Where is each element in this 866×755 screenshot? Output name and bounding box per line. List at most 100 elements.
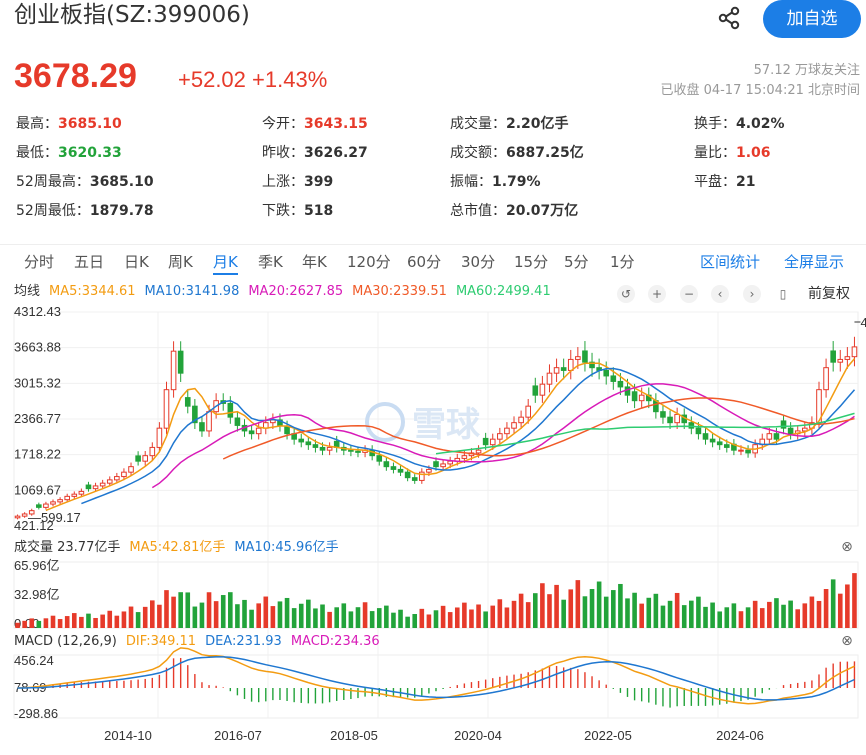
stat-item: 52周最低：1879.78 [16,201,154,221]
volume-bar [405,616,410,628]
volume-bar [781,604,786,628]
volume-bar [284,597,290,628]
share-icon[interactable] [717,6,743,30]
volume-bar [142,606,148,628]
candle [28,510,35,515]
volume-bar [696,596,701,628]
volume-bar [674,592,680,628]
candle [326,446,333,451]
volume-bar [511,600,517,628]
volume-bar [561,599,566,628]
x-tick-label: 2024-06 [716,728,764,743]
stat-item: 最低：3620.33 [16,143,122,163]
volume-bar [518,593,524,628]
candle [121,471,127,478]
candle [184,397,191,407]
tab-6[interactable]: 年K [302,253,327,271]
volume-bar [447,612,453,628]
undo-icon[interactable]: ↺ [617,285,635,303]
stat-label: 换手： [694,116,736,132]
stat-label: 量比： [694,145,736,161]
candle [149,446,156,457]
volume-bar [320,604,325,628]
volume-bar [476,604,481,628]
candle-type-icon[interactable]: ▯ [779,287,787,301]
candle [525,405,532,418]
candle [206,411,212,432]
tab-7[interactable]: 120分 [347,253,391,271]
low-annotation: —599.17 [28,510,81,525]
volume-bar [79,616,84,628]
tab-8[interactable]: 60分 [407,253,442,271]
price-change: +52.02 +1.43% [178,67,328,92]
volume-bar [462,602,467,628]
tab-1[interactable]: 五日 [74,253,105,271]
candle [177,350,184,374]
stat-label: 今开： [262,116,304,132]
volume-bar [164,590,169,628]
candle [709,438,716,443]
candle [50,501,56,505]
candle [794,430,801,435]
stat-item: 量比：1.06 [694,143,771,163]
candle [440,463,446,468]
volume-bar [86,613,91,628]
fullscreen-button[interactable]: 全屏显示 [784,253,845,271]
volume-bar [745,607,751,628]
volume-bar [64,616,70,628]
volume-bar [532,593,538,628]
chevron-left-icon[interactable]: ‹ [711,285,729,303]
candle [624,386,631,396]
volume-bar [547,594,552,628]
candle [589,361,595,369]
stat-label: 52周最低： [16,203,90,219]
candle [397,468,404,473]
tab-9[interactable]: 30分 [461,253,496,271]
tab-3[interactable]: 周K [168,253,193,271]
tab-11[interactable]: 5分 [564,253,589,271]
volume-bar [788,600,793,628]
candle [298,438,305,443]
volume-bar [646,597,652,628]
candle [596,367,602,371]
tab-2[interactable]: 日K [124,253,149,271]
candle [390,466,397,470]
y-tick-label: 2366.77 [14,411,61,426]
tab-0[interactable]: 分时 [24,253,55,271]
y-tick-label: 1718.22 [14,447,61,462]
stat-label: 上涨： [262,174,304,190]
close-volume-icon[interactable]: ⊗ [841,539,853,555]
close-macd-icon[interactable]: ⊗ [841,633,853,649]
macd-y-tick: 456.24 [14,653,54,668]
zoom-in-icon[interactable]: + [648,285,666,303]
volume-bar [270,606,276,628]
volume-bar [376,608,382,628]
candle [333,440,340,448]
volume-bar [767,601,772,628]
zoom-out-icon[interactable]: − [680,285,698,303]
volume-bar [228,592,233,628]
candle [787,427,794,435]
volume-y-tick: 65.96亿 [14,558,60,573]
chevron-right-icon[interactable]: › [743,285,761,303]
candle [738,449,744,452]
tab-12[interactable]: 1分 [610,253,635,271]
adjust-mode[interactable]: 前复权 [808,286,850,302]
macd-y-tick: -298.86 [14,706,58,721]
add-watchlist-button[interactable]: 加自选 [763,0,861,38]
x-tick-label: 2018-05 [330,728,378,743]
range-stats-button[interactable]: 区间统计 [700,253,761,271]
tab-5[interactable]: 季K [258,253,283,271]
candle [305,441,312,446]
volume-bar [50,615,56,628]
volume-bar [100,614,105,628]
volume-bar [540,583,545,628]
candle [156,427,163,448]
candle [461,455,468,459]
volume-bar [22,620,27,628]
volume-bar [837,593,843,628]
tab-10[interactable]: 15分 [514,253,549,271]
candle [653,400,659,413]
tab-4[interactable]: 月K [213,251,238,275]
volume-bar [192,606,198,628]
